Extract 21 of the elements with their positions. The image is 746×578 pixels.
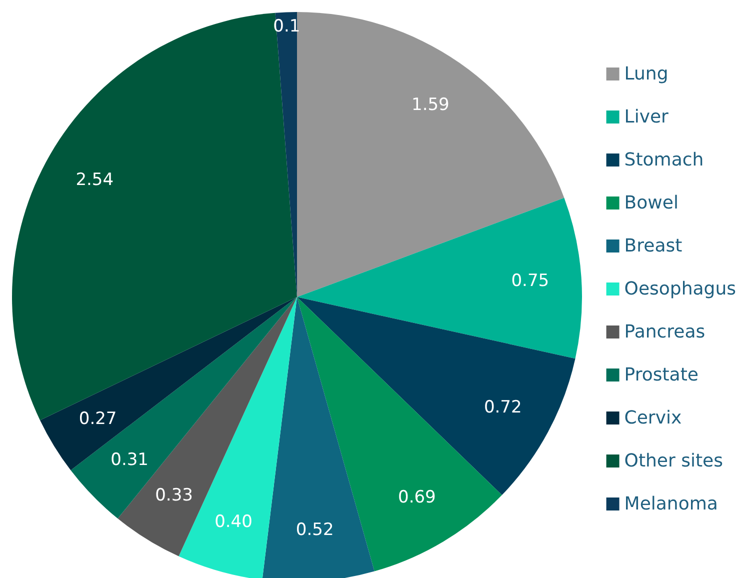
- legend-label: Lung: [624, 64, 668, 84]
- legend-label: Prostate: [624, 364, 698, 386]
- legend-label: Cervix: [624, 408, 682, 428]
- data-label: 0.75: [511, 270, 550, 291]
- data-label: 0.52: [296, 520, 334, 540]
- legend-label: Pancreas: [624, 322, 706, 342]
- legend-label: Bowel: [624, 192, 678, 214]
- legend-label: Oesophagus: [624, 278, 736, 300]
- legend-label: Liver: [624, 106, 670, 128]
- data-label: 0.69: [398, 488, 436, 508]
- legend-label: Breast: [624, 236, 682, 256]
- data-label: 0.27: [78, 409, 117, 430]
- legend-label: Stomach: [624, 150, 704, 170]
- legend-label: Melanoma: [624, 494, 718, 514]
- data-label: 2.54: [76, 170, 114, 190]
- data-label: 0.33: [155, 486, 193, 506]
- data-label: 0.40: [214, 512, 252, 532]
- data-label: 1.59: [412, 95, 450, 116]
- legend-label: Other sites: [624, 450, 724, 472]
- data-label: 0.72: [484, 398, 522, 418]
- data-label: 0.31: [110, 450, 148, 470]
